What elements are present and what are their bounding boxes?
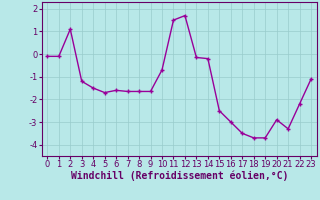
X-axis label: Windchill (Refroidissement éolien,°C): Windchill (Refroidissement éolien,°C) [70,171,288,181]
